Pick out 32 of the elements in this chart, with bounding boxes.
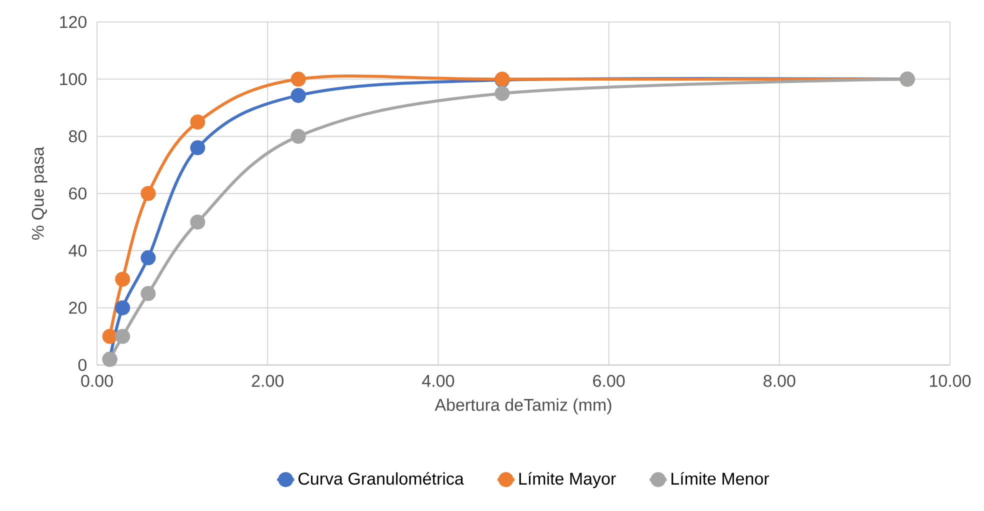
point: [290, 128, 306, 144]
x-axis-title: Abertura deTamiz (mm): [434, 398, 612, 414]
point: [115, 300, 130, 316]
x-tick-label: 0.00: [81, 374, 113, 387]
x-tick-label: 2.00: [252, 374, 284, 387]
y-tick-label: 0: [78, 358, 86, 372]
point: [190, 114, 206, 130]
y-tick-label: 80: [68, 130, 86, 142]
y-axis-title: % Que pasa: [32, 146, 48, 240]
legend-label: Curva Granulométrica: [298, 472, 464, 485]
point: [140, 186, 156, 201]
x-tick-label: 10.00: [930, 374, 971, 387]
legend-label: Límite Mayor: [519, 472, 616, 488]
x-tick-label: 4.00: [422, 374, 454, 387]
y-tick-label: 20: [69, 302, 86, 314]
x-tick-label: 6.00: [593, 374, 625, 387]
y-tick-label: 120: [60, 16, 86, 28]
y-tick-label: 60: [69, 187, 86, 200]
point: [494, 86, 510, 101]
point: [115, 328, 130, 344]
y-tick-label: 40: [68, 244, 86, 257]
x-tick-label: 8.00: [764, 374, 796, 387]
point: [140, 250, 156, 266]
point: [190, 214, 206, 230]
point: [115, 272, 130, 287]
legend-label: Límite Menor: [672, 472, 770, 485]
point: [290, 72, 306, 87]
y-tick-label: 100: [60, 73, 86, 86]
point: [190, 140, 206, 156]
point: [140, 286, 156, 302]
point: [102, 328, 118, 344]
point: [290, 88, 306, 103]
